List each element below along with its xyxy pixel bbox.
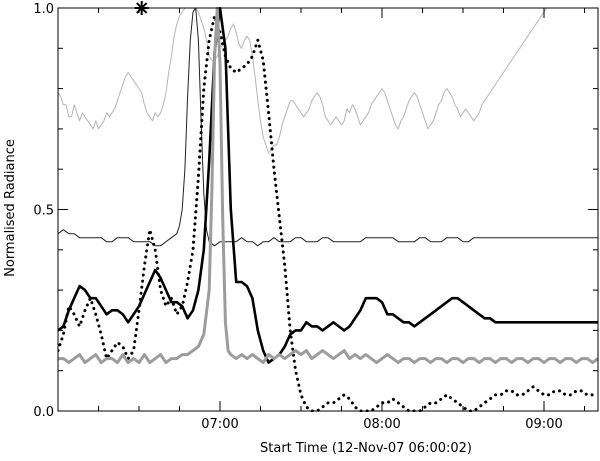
x-tick-label: 07:00	[201, 417, 238, 432]
x-tick-label: 09:00	[525, 417, 562, 432]
labels-layer: 0.0 0.5 1.0 07:00 08:00 09:00	[33, 2, 562, 432]
y-axis-label: Normalised Radiance	[3, 139, 18, 277]
y-tick-label: 1.0	[33, 2, 54, 17]
x-axis-label: Start Time (12-Nov-07 06:00:02)	[260, 441, 472, 456]
series-layer	[58, 7, 598, 412]
axes-layer	[57, 7, 599, 412]
series-line-black-thick	[58, 7, 598, 364]
series-line-black-dotted	[58, 14, 598, 412]
series-line-gray-thick	[58, 7, 598, 365]
y-tick-label: 0.5	[33, 204, 54, 219]
series-line-black-thin	[58, 7, 598, 247]
x-tick-label: 08:00	[363, 417, 400, 432]
series-line-light-gray-thin	[58, 7, 598, 154]
peak-asterisk-marker	[134, 1, 149, 15]
plot-frame	[57, 7, 599, 412]
y-tick-label: 0.0	[33, 405, 54, 420]
